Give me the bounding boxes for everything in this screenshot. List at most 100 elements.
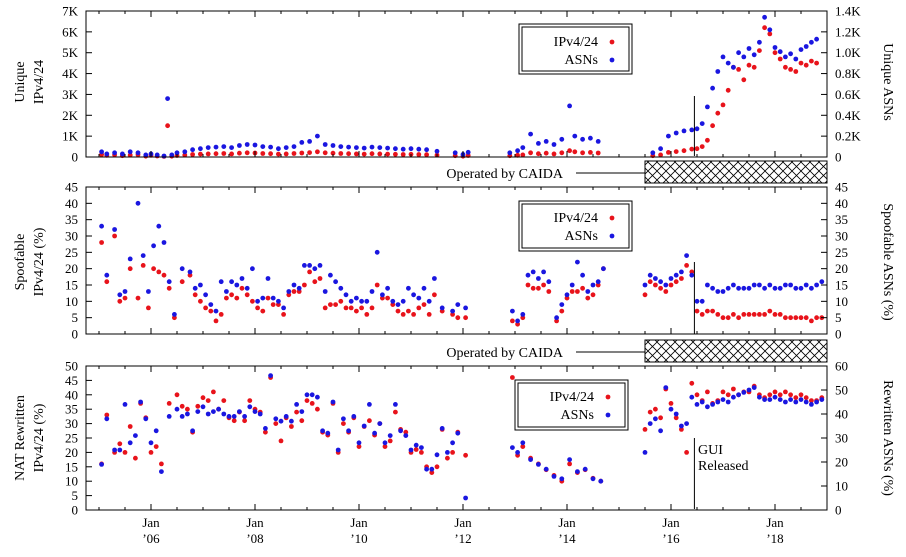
asn-point	[455, 302, 461, 307]
asn-point	[153, 428, 159, 434]
ytick-right-label: 50	[835, 383, 848, 398]
ipv4-point	[348, 305, 354, 311]
asn-point	[520, 145, 526, 151]
asn-point	[653, 416, 658, 422]
ipv4-point	[354, 308, 359, 314]
panel-1-points	[99, 14, 819, 159]
asn-point	[658, 146, 663, 152]
asn-point	[510, 445, 515, 450]
asn-point	[330, 143, 336, 148]
ipv4-point	[333, 302, 338, 307]
ipv4-point	[647, 279, 653, 285]
ipv4-point	[369, 305, 375, 311]
ipv4-point	[725, 315, 731, 321]
asn-point	[156, 223, 162, 229]
asn-point	[658, 279, 663, 285]
ytick-left-label: 4K	[62, 66, 79, 81]
asn-point	[135, 200, 141, 206]
asn-point	[463, 495, 468, 501]
ipv4-point	[793, 315, 799, 321]
asn-point	[211, 409, 216, 414]
asn-point	[374, 249, 380, 255]
asn-point	[367, 402, 372, 407]
ipv4-point	[411, 312, 416, 317]
asn-point	[143, 152, 149, 158]
asn-point	[385, 145, 390, 151]
caida-band-1: Operated by CAIDA	[446, 160, 828, 184]
ipv4-point	[567, 148, 572, 154]
ipv4-point	[283, 151, 289, 157]
caida-label-1: Operated by CAIDA	[446, 167, 564, 182]
asn-point	[551, 142, 557, 147]
asn-point	[546, 279, 552, 285]
asn-point	[424, 466, 429, 472]
xtick-year-label: ’16	[662, 531, 680, 546]
asn-point	[575, 259, 580, 265]
asn-point	[731, 394, 736, 400]
ipv4-point	[803, 395, 809, 401]
asn-point	[736, 50, 741, 56]
asn-point	[205, 145, 211, 151]
asn-point	[798, 285, 804, 291]
asn-point	[265, 276, 271, 281]
xtick-month-label: Jan	[558, 515, 576, 530]
asn-point	[140, 253, 146, 258]
ipv4-point	[421, 302, 427, 307]
asn-point	[694, 298, 700, 304]
ipv4-point	[653, 282, 658, 288]
asn-point	[663, 385, 669, 390]
ipv4-point	[736, 67, 741, 72]
asn-point	[372, 430, 377, 436]
ipv4-point	[151, 266, 157, 272]
panel-3-legend: IPv4/24 ASNs	[514, 379, 629, 431]
ipv4-point	[788, 67, 793, 72]
asn-point	[333, 279, 338, 285]
xtick-year-label: ’08	[246, 531, 263, 546]
asn-point	[309, 392, 315, 398]
asn-point	[377, 145, 383, 151]
ipv4-point	[580, 285, 585, 291]
ipv4-point	[803, 315, 809, 321]
asn-point	[351, 414, 357, 419]
ipv4-point	[798, 392, 804, 398]
asn-point	[244, 142, 250, 147]
asn-point	[731, 282, 736, 288]
ipv4-point	[520, 152, 526, 158]
asn-point	[715, 399, 721, 405]
ipv4-point	[710, 308, 715, 314]
ipv4-point	[751, 64, 757, 70]
ipv4-point	[221, 398, 227, 403]
ipv4-point	[746, 62, 752, 68]
ytick-left-label: 7K	[62, 4, 79, 19]
ipv4-point	[247, 398, 253, 403]
asn-point	[325, 430, 331, 436]
ipv4-point	[777, 312, 783, 317]
panel-3-ylabel-line1: NAT Rewritten	[13, 395, 28, 481]
ipv4-point	[198, 298, 203, 304]
asn-point	[572, 133, 578, 139]
asn-point	[650, 150, 656, 156]
asn-point	[138, 399, 144, 405]
ipv4-point	[328, 302, 333, 307]
asn-point	[515, 148, 520, 154]
asn-point	[582, 466, 588, 472]
ytick-left-label: 2K	[62, 108, 79, 123]
asn-point	[234, 282, 240, 288]
asn-point	[666, 133, 671, 139]
panel-1-right-ylabel: Unique ASNs	[880, 43, 895, 120]
ytick-left-label: 10	[65, 294, 78, 309]
ipv4-point	[520, 444, 526, 449]
xtick-month-label: Jan	[246, 515, 264, 530]
ipv4-point	[543, 150, 549, 156]
ytick-left-label: 0	[72, 327, 79, 342]
asn-point	[341, 416, 346, 422]
ipv4-point	[231, 418, 237, 424]
ipv4-point	[515, 321, 520, 327]
ipv4-point	[156, 269, 162, 275]
panel-3-frame	[85, 365, 828, 511]
ipv4-point	[551, 151, 557, 157]
xtick-year-label: ’06	[142, 531, 160, 546]
asn-point	[520, 312, 526, 317]
ipv4-point	[585, 295, 591, 301]
